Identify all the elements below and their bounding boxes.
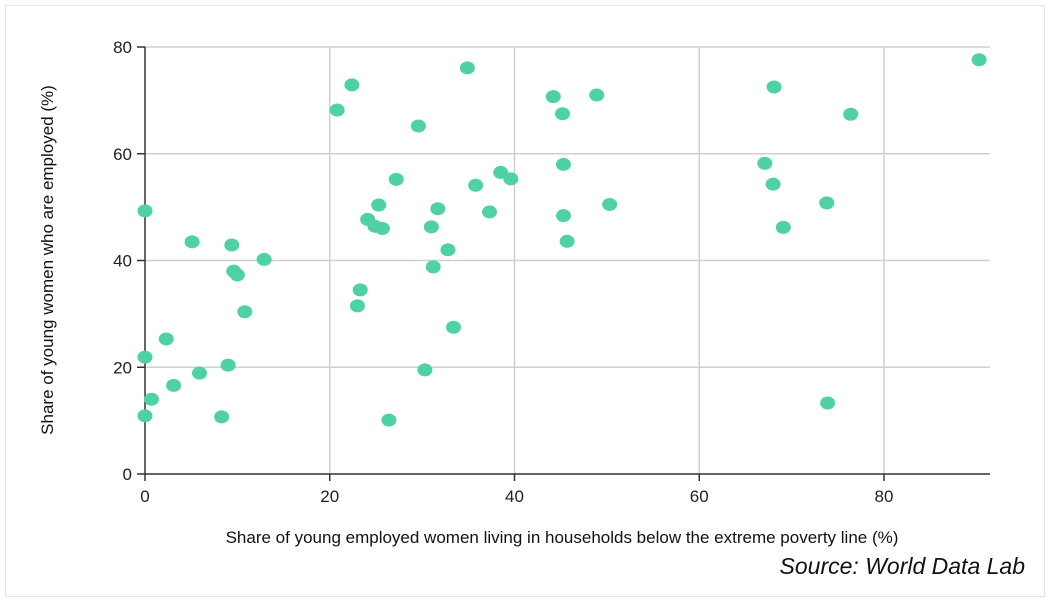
data-point bbox=[410, 119, 426, 133]
source-note: Source: World Data Lab bbox=[779, 553, 1025, 579]
data-point bbox=[843, 107, 859, 121]
data-point bbox=[440, 243, 456, 257]
data-point bbox=[425, 260, 441, 274]
data-point bbox=[545, 90, 561, 104]
data-point bbox=[137, 409, 153, 423]
data-point bbox=[137, 350, 153, 364]
data-point bbox=[430, 202, 446, 216]
data-point bbox=[371, 198, 387, 212]
data-point bbox=[220, 358, 236, 372]
data-point bbox=[765, 177, 781, 191]
data-point bbox=[482, 205, 498, 219]
data-point bbox=[819, 196, 835, 210]
y-axis-title: Share of young women who are employed (%… bbox=[38, 85, 57, 435]
data-point bbox=[602, 197, 618, 211]
x-axis-title: Share of young employed women living in … bbox=[226, 528, 899, 547]
data-point bbox=[374, 221, 390, 235]
y-tick-label: 0 bbox=[123, 465, 132, 484]
data-point bbox=[446, 320, 462, 334]
data-point bbox=[388, 172, 404, 186]
data-point bbox=[349, 299, 365, 313]
data-point bbox=[329, 103, 345, 117]
data-point bbox=[555, 107, 571, 121]
data-point bbox=[256, 252, 272, 266]
chart-frame bbox=[5, 5, 1045, 597]
y-tick-label: 80 bbox=[113, 38, 132, 57]
data-point bbox=[344, 78, 360, 92]
gridlines bbox=[145, 46, 990, 474]
tick-labels: 0 20 40 60 80 0 20 40 60 80 bbox=[113, 38, 893, 506]
x-tick-label: 80 bbox=[875, 487, 894, 506]
y-tick-label: 20 bbox=[113, 358, 132, 377]
data-point bbox=[352, 283, 368, 297]
data-point bbox=[555, 157, 571, 171]
data-point bbox=[417, 363, 433, 377]
data-point bbox=[192, 366, 208, 380]
y-tick-label: 40 bbox=[113, 252, 132, 271]
data-point bbox=[224, 238, 240, 252]
data-point bbox=[423, 220, 439, 234]
data-point bbox=[503, 172, 519, 186]
data-point bbox=[459, 61, 475, 75]
data-points bbox=[137, 53, 987, 427]
data-point bbox=[229, 268, 245, 282]
data-point bbox=[820, 396, 836, 410]
data-point bbox=[166, 378, 182, 392]
data-point bbox=[559, 234, 575, 248]
x-tick-label: 0 bbox=[140, 487, 149, 506]
data-point bbox=[381, 413, 397, 427]
data-point bbox=[158, 332, 174, 346]
data-point bbox=[757, 156, 773, 170]
x-tick-label: 40 bbox=[505, 487, 524, 506]
data-point bbox=[184, 235, 200, 249]
data-point bbox=[766, 80, 782, 94]
data-point bbox=[468, 178, 484, 192]
data-point bbox=[143, 392, 159, 406]
axes bbox=[137, 46, 990, 481]
data-point bbox=[214, 410, 230, 424]
data-point bbox=[775, 220, 791, 234]
y-tick-label: 60 bbox=[113, 145, 132, 164]
data-point bbox=[137, 204, 153, 218]
data-point bbox=[237, 305, 253, 319]
data-point bbox=[589, 88, 605, 102]
x-tick-label: 60 bbox=[690, 487, 709, 506]
data-point bbox=[971, 53, 987, 67]
x-tick-label: 20 bbox=[320, 487, 339, 506]
data-point bbox=[555, 209, 571, 223]
